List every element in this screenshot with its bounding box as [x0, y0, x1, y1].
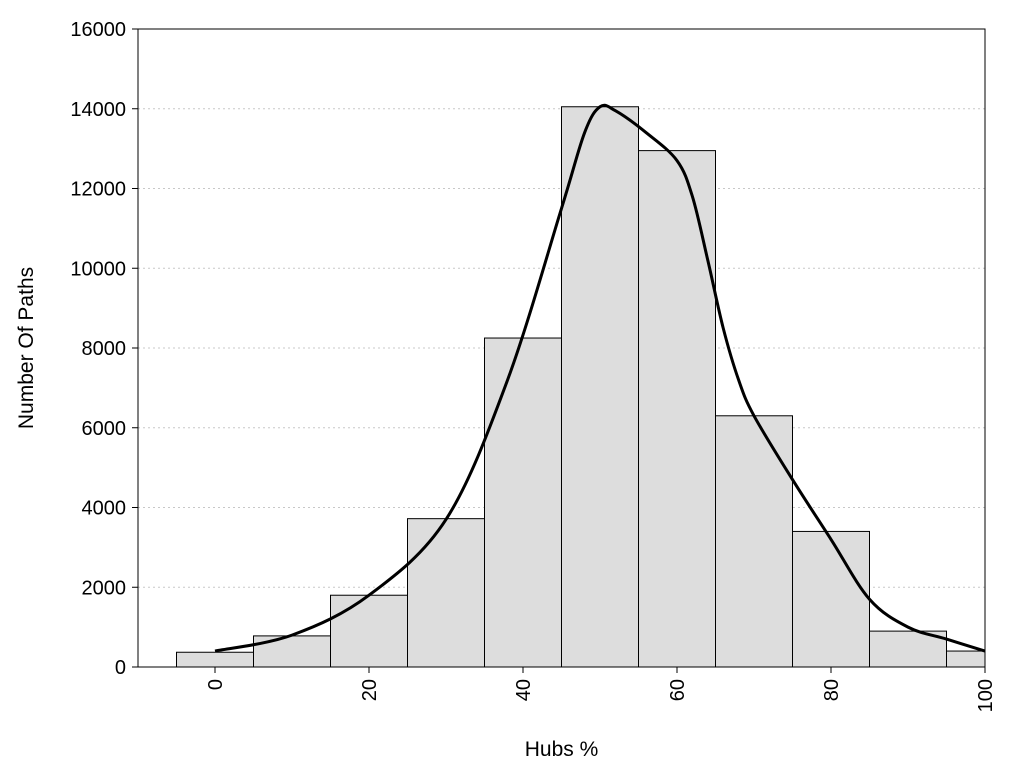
histogram-bar	[330, 594, 408, 668]
x-tick-label: 40	[513, 679, 535, 701]
x-tick-label: 20	[359, 679, 381, 701]
y-axis-title: Number Of Paths	[15, 267, 38, 429]
x-axis-title: Hubs %	[525, 738, 599, 761]
x-tick-label: 60	[667, 679, 689, 701]
histogram-bar	[484, 337, 562, 668]
histogram-bar	[561, 106, 639, 668]
y-tick-label: 12000	[70, 179, 126, 201]
histogram-bars	[176, 106, 986, 668]
y-tick-label: 6000	[82, 418, 127, 440]
histogram-bar	[715, 415, 793, 668]
histogram-bar	[407, 518, 485, 668]
y-tick-label: 10000	[70, 258, 126, 280]
histogram-bar	[792, 530, 870, 668]
y-tick-label: 16000	[70, 19, 126, 41]
y-tick-label: 4000	[82, 498, 127, 520]
y-tick-label: 0	[115, 657, 126, 679]
histogram-bar	[253, 635, 331, 668]
y-tick-label: 8000	[82, 338, 127, 360]
histogram-bar	[176, 651, 254, 668]
x-tick-label: 0	[205, 679, 227, 690]
histogram-bar	[638, 150, 716, 668]
y-axis-ticks: 0 2000 4000 6000 8000 10000 12000 14000 16000	[70, 19, 138, 679]
x-tick-label: 80	[821, 679, 843, 701]
x-axis-ticks: 0 20 40 60 80 100	[205, 667, 997, 712]
y-tick-label: 14000	[70, 99, 126, 121]
y-tick-label: 2000	[82, 577, 127, 599]
density-curve	[214, 103, 986, 653]
density-curve-group	[214, 103, 986, 653]
x-tick-label: 100	[975, 679, 997, 712]
grid-lines	[138, 108, 985, 588]
histogram-bar	[946, 650, 986, 668]
